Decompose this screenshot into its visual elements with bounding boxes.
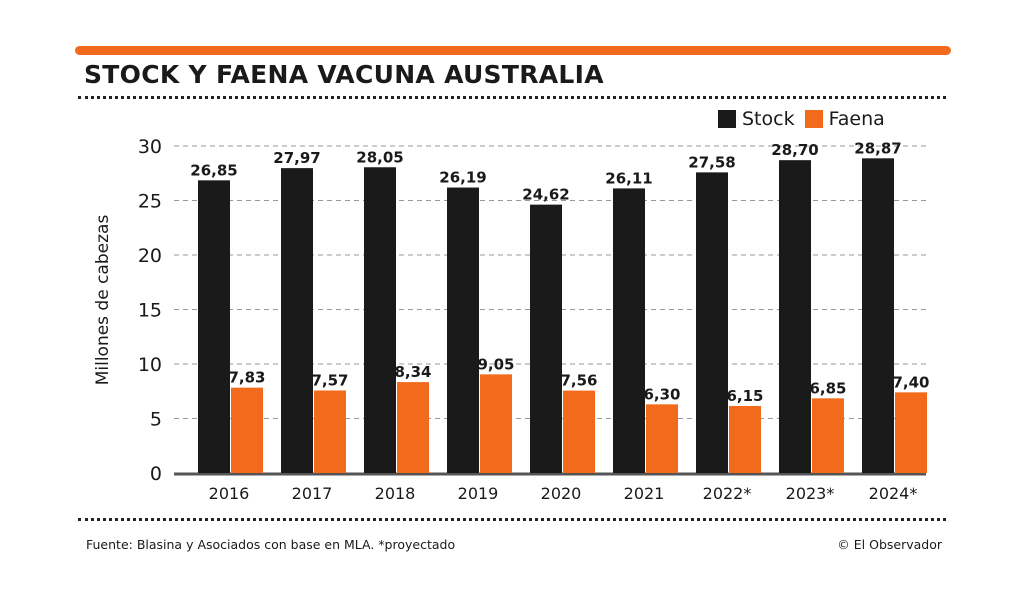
data-label-faena-2022: 6,15 <box>726 387 763 405</box>
legend-item-faena: Faena <box>804 108 885 130</box>
legend-swatch-stock <box>718 110 736 128</box>
y-tick-label-15: 15 <box>138 300 162 322</box>
bar-stock-2022 <box>696 172 728 474</box>
bottom-dotted-divider <box>78 518 946 521</box>
data-label-faena-2023: 6,85 <box>809 379 846 397</box>
data-label-stock-2019: 26,19 <box>439 169 486 187</box>
data-label-stock-2021: 26,11 <box>605 169 652 187</box>
x-tick-label-2022: 2022* <box>703 484 752 503</box>
data-label-stock-2022: 27,58 <box>688 153 735 171</box>
bar-stock-2021 <box>613 188 645 473</box>
x-tick-label-2019: 2019 <box>458 484 499 503</box>
x-tick-label-2016: 2016 <box>209 484 250 503</box>
x-tick-label-2021: 2021 <box>624 484 665 503</box>
data-label-faena-2021: 6,30 <box>643 385 680 403</box>
y-tick-label-10: 10 <box>138 354 162 376</box>
bar-faena-2022 <box>729 405 761 473</box>
y-tick-label-0: 0 <box>150 463 162 485</box>
data-label-stock-2020: 24,62 <box>522 186 569 204</box>
y-tick-label-25: 25 <box>138 191 162 213</box>
data-label-faena-2017: 7,57 <box>311 371 348 389</box>
data-label-faena-2024: 7,40 <box>892 373 929 391</box>
y-tick-label-20: 20 <box>138 245 162 267</box>
legend-swatch-faena <box>804 110 823 128</box>
data-label-stock-2017: 27,97 <box>273 149 320 167</box>
data-label-faena-2018: 8,34 <box>394 363 431 381</box>
bar-stock-2017 <box>281 168 313 473</box>
data-label-stock-2018: 28,05 <box>356 148 403 166</box>
data-label-stock-2016: 26,85 <box>190 161 237 179</box>
bar-stock-2023 <box>779 160 811 474</box>
bar-faena-2017 <box>314 390 346 473</box>
bar-stock-2019 <box>447 187 479 474</box>
data-label-faena-2020: 7,56 <box>560 372 597 390</box>
bar-faena-2016 <box>231 387 263 473</box>
chart-title: STOCK Y FAENA VACUNA AUSTRALIA <box>84 60 604 89</box>
y-tick-label-5: 5 <box>150 409 162 431</box>
bar-stock-2024 <box>862 158 894 473</box>
data-label-stock-2023: 28,70 <box>771 141 818 159</box>
y-tick-label-30: 30 <box>138 136 162 158</box>
top-accent-bar <box>75 46 951 55</box>
data-label-faena-2016: 7,83 <box>228 369 265 387</box>
bar-stock-2018 <box>364 167 396 473</box>
data-label-faena-2019: 9,05 <box>477 355 514 373</box>
bar-faena-2024 <box>895 392 927 473</box>
bar-faena-2019 <box>480 374 512 473</box>
x-tick-label-2018: 2018 <box>375 484 416 503</box>
source-note: Fuente: Blasina y Asociados con base en … <box>86 537 456 552</box>
legend-label-faena: Faena <box>828 108 885 130</box>
bar-stock-2016 <box>198 180 230 473</box>
bar-faena-2018 <box>397 382 429 473</box>
bar-faena-2023 <box>812 398 844 473</box>
credit: © El Observador <box>837 537 942 552</box>
legend-label-stock: Stock <box>742 108 795 130</box>
x-tick-label-2017: 2017 <box>292 484 333 503</box>
x-tick-label-2020: 2020 <box>541 484 582 503</box>
data-label-stock-2024: 28,87 <box>854 139 901 157</box>
x-tick-label-2024: 2024* <box>869 484 918 503</box>
top-dotted-divider <box>78 96 946 99</box>
legend: Stock Faena <box>718 107 895 131</box>
bar-faena-2020 <box>563 390 595 473</box>
x-tick-label-2023: 2023* <box>786 484 835 503</box>
bar-stock-2020 <box>530 204 562 473</box>
legend-item-stock: Stock <box>718 108 795 130</box>
y-axis-label: Millones de cabezas <box>93 215 113 386</box>
bar-faena-2021 <box>646 404 678 473</box>
